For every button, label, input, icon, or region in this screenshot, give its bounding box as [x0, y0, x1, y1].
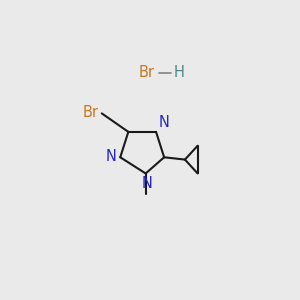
Text: H: H	[173, 65, 184, 80]
Text: N: N	[158, 115, 169, 130]
Text: Br: Br	[83, 105, 99, 120]
Text: Br: Br	[139, 65, 155, 80]
Text: N: N	[106, 149, 116, 164]
Text: N: N	[141, 176, 152, 191]
